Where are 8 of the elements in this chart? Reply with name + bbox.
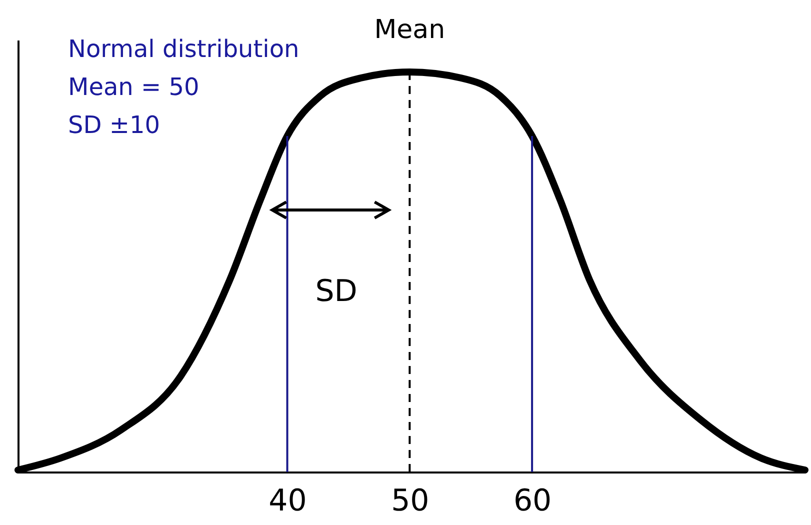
x-tick-label: 60: [513, 484, 552, 518]
x-tick-label: 40: [268, 484, 307, 518]
text: Normal distribution: [68, 35, 300, 63]
annotation: SD ±10: [68, 111, 160, 139]
ref-line-label: Mean: [374, 15, 446, 45]
annotation: Mean = 50: [68, 73, 200, 101]
annotation: SD: [315, 274, 358, 309]
x-tick-label: 50: [391, 484, 430, 518]
